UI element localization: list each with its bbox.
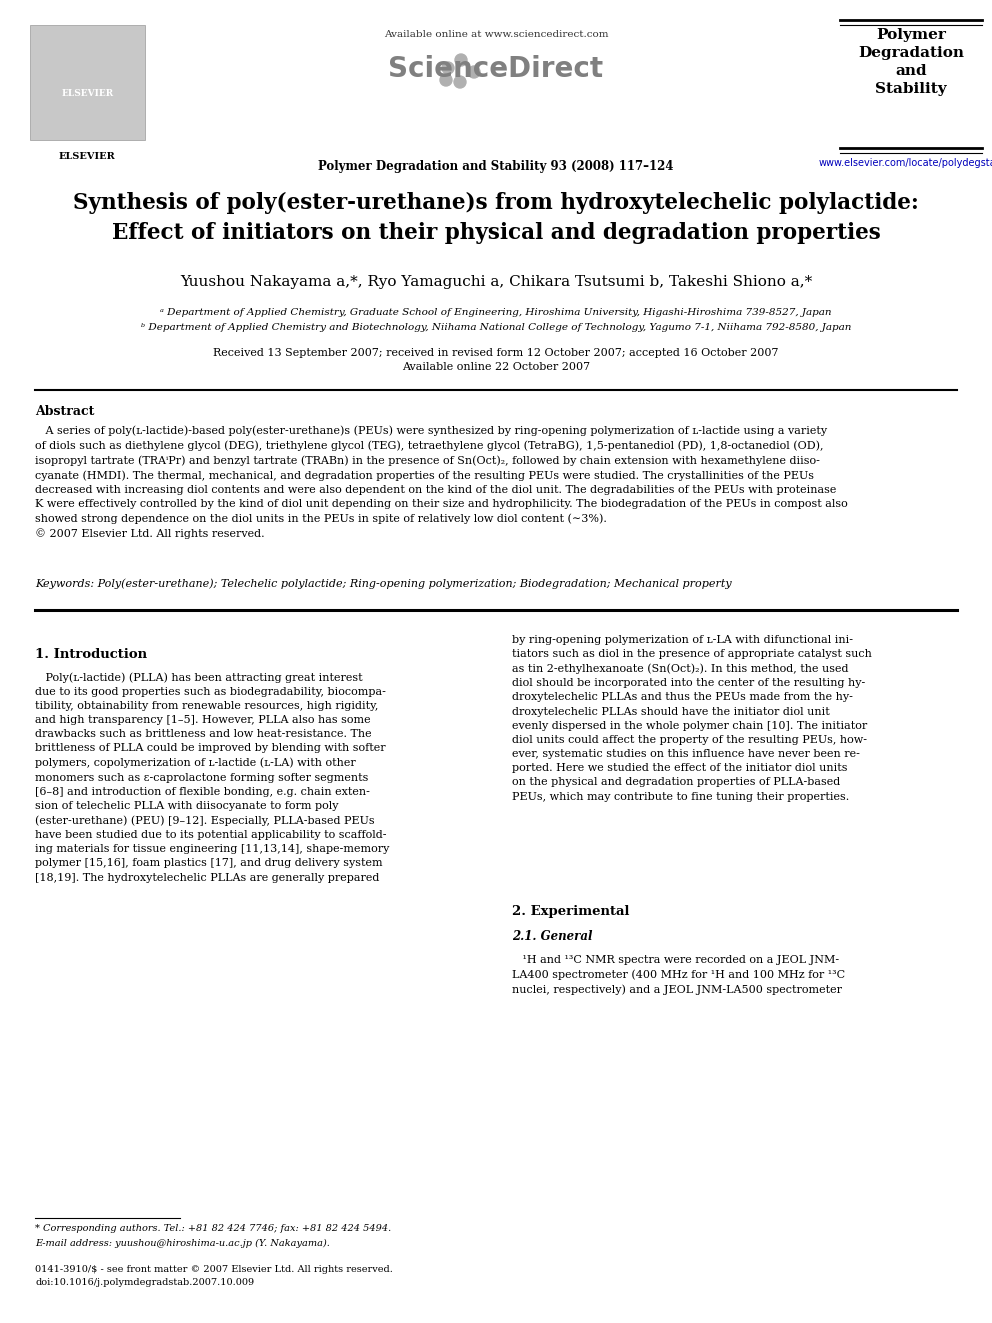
Text: 2.1. General: 2.1. General (512, 930, 592, 943)
Text: Available online 22 October 2007: Available online 22 October 2007 (402, 363, 590, 372)
Text: ELSEVIER: ELSEVIER (59, 152, 115, 161)
Text: Received 13 September 2007; received in revised form 12 October 2007; accepted 1: Received 13 September 2007; received in … (213, 348, 779, 359)
Text: 1. Introduction: 1. Introduction (35, 648, 147, 662)
Text: ScienceDirect: ScienceDirect (389, 56, 603, 83)
Text: Keywords: Poly(ester-urethane); Telechelic polylactide; Ring-opening polymerizat: Keywords: Poly(ester-urethane); Telechel… (35, 578, 732, 589)
Circle shape (468, 66, 480, 78)
Text: www.elsevier.com/locate/polydegstab: www.elsevier.com/locate/polydegstab (819, 157, 992, 168)
Text: E-mail address: yuushou@hiroshima-u.ac.jp (Y. Nakayama).: E-mail address: yuushou@hiroshima-u.ac.j… (35, 1240, 330, 1248)
Text: * Corresponding authors. Tel.: +81 82 424 7746; fax: +81 82 424 5494.: * Corresponding authors. Tel.: +81 82 42… (35, 1224, 391, 1233)
Text: 0141-3910/$ - see front matter © 2007 Elsevier Ltd. All rights reserved.: 0141-3910/$ - see front matter © 2007 El… (35, 1265, 393, 1274)
Text: A series of poly(ʟ-lactide)-based poly(ester-urethane)s (PEUs) were synthesized : A series of poly(ʟ-lactide)-based poly(e… (35, 425, 848, 540)
Text: ¹H and ¹³C NMR spectra were recorded on a JEOL JNM-
LA400 spectrometer (400 MHz : ¹H and ¹³C NMR spectra were recorded on … (512, 955, 845, 995)
Circle shape (440, 74, 452, 86)
Text: Polymer
Degradation
and
Stability: Polymer Degradation and Stability (858, 28, 964, 95)
Text: 2. Experimental: 2. Experimental (512, 905, 630, 918)
Text: Abstract: Abstract (35, 405, 94, 418)
Circle shape (442, 62, 454, 74)
Text: Yuushou Nakayama a,*, Ryo Yamaguchi a, Chikara Tsutsumi b, Takeshi Shiono a,*: Yuushou Nakayama a,*, Ryo Yamaguchi a, C… (180, 275, 812, 288)
Text: Available online at www.sciencedirect.com: Available online at www.sciencedirect.co… (384, 30, 608, 38)
Text: by ring-opening polymerization of ʟ-LA with difunctional ini-
tiators such as di: by ring-opening polymerization of ʟ-LA w… (512, 635, 872, 802)
Text: ᵇ Department of Applied Chemistry and Biotechnology, Niihama National College of: ᵇ Department of Applied Chemistry and Bi… (141, 323, 851, 332)
Text: Polymer Degradation and Stability 93 (2008) 117–124: Polymer Degradation and Stability 93 (20… (318, 160, 674, 173)
Text: ᵃ Department of Applied Chemistry, Graduate School of Engineering, Hiroshima Uni: ᵃ Department of Applied Chemistry, Gradu… (161, 308, 831, 318)
Text: doi:10.1016/j.polymdegradstab.2007.10.009: doi:10.1016/j.polymdegradstab.2007.10.00… (35, 1278, 254, 1287)
Circle shape (454, 75, 466, 89)
Bar (30, 25, 145, 140)
Text: Synthesis of poly(ester-urethane)s from hydroxytelechelic polylactide:: Synthesis of poly(ester-urethane)s from … (73, 192, 919, 214)
Text: Effect of initiators on their physical and degradation properties: Effect of initiators on their physical a… (112, 222, 880, 243)
Text: Poly(ʟ-lactide) (PLLA) has been attracting great interest
due to its good proper: Poly(ʟ-lactide) (PLLA) has been attracti… (35, 672, 390, 882)
Circle shape (455, 54, 467, 66)
Text: ELSEVIER: ELSEVIER (62, 90, 113, 98)
